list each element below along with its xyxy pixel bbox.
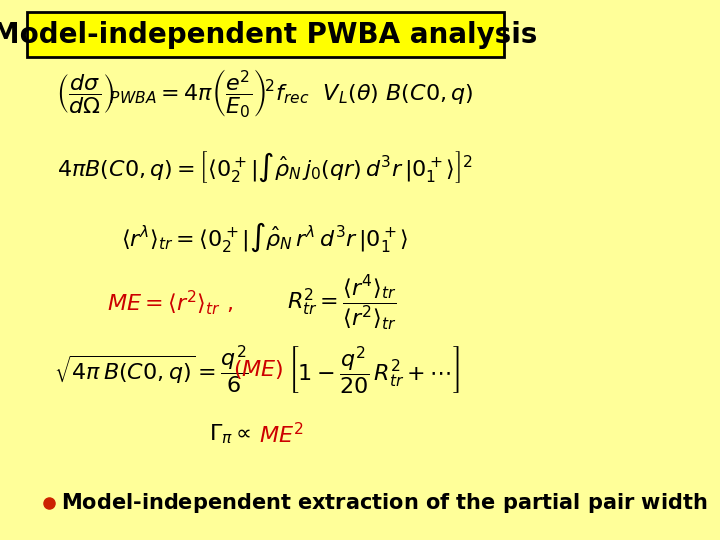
- Text: $4\pi B(C0,q) = \left[\langle 0_2^+|\int \hat{\rho}_N\, j_0(qr)\, d^3r\, |0_1^+\: $4\pi B(C0,q) = \left[\langle 0_2^+|\int…: [58, 150, 473, 185]
- Text: $\left[1 - \dfrac{q^2}{20}\, R_{tr}^2 + \cdots\right]$: $\left[1 - \dfrac{q^2}{20}\, R_{tr}^2 + …: [288, 344, 459, 396]
- Text: $\langle r^\lambda\rangle_{tr} = \langle 0_2^+|\int \hat{\rho}_N\, r^\lambda\, d: $\langle r^\lambda\rangle_{tr} = \langle…: [122, 221, 409, 254]
- Text: $ME^2$: $ME^2$: [258, 422, 304, 447]
- FancyBboxPatch shape: [27, 12, 504, 57]
- Text: $ME = \langle r^2\rangle_{tr}\ ,$: $ME = \langle r^2\rangle_{tr}\ ,$: [107, 288, 233, 317]
- Text: $\left(\dfrac{d\sigma}{d\Omega}\right)_{\!\!PWBA} = 4\pi\left(\dfrac{e^2}{E_0}\r: $\left(\dfrac{d\sigma}{d\Omega}\right)_{…: [56, 67, 474, 119]
- Text: Model-independent extraction of the partial pair width  $\Gamma_\pi$: Model-independent extraction of the part…: [61, 491, 720, 515]
- Text: $R_{tr}^2 = \dfrac{\langle r^4\rangle_{tr}}{\langle r^2\rangle_{tr}}$: $R_{tr}^2 = \dfrac{\langle r^4\rangle_{t…: [287, 273, 397, 332]
- Text: $(ME)$: $(ME)$: [233, 359, 284, 381]
- Text: $\Gamma_\pi \propto$: $\Gamma_\pi \propto$: [210, 423, 252, 447]
- Text: $\sqrt{4\pi\, B(C0,q)} = \dfrac{q^2}{6}$: $\sqrt{4\pi\, B(C0,q)} = \dfrac{q^2}{6}$: [54, 344, 248, 396]
- Text: Model-independent PWBA analysis: Model-independent PWBA analysis: [0, 21, 538, 49]
